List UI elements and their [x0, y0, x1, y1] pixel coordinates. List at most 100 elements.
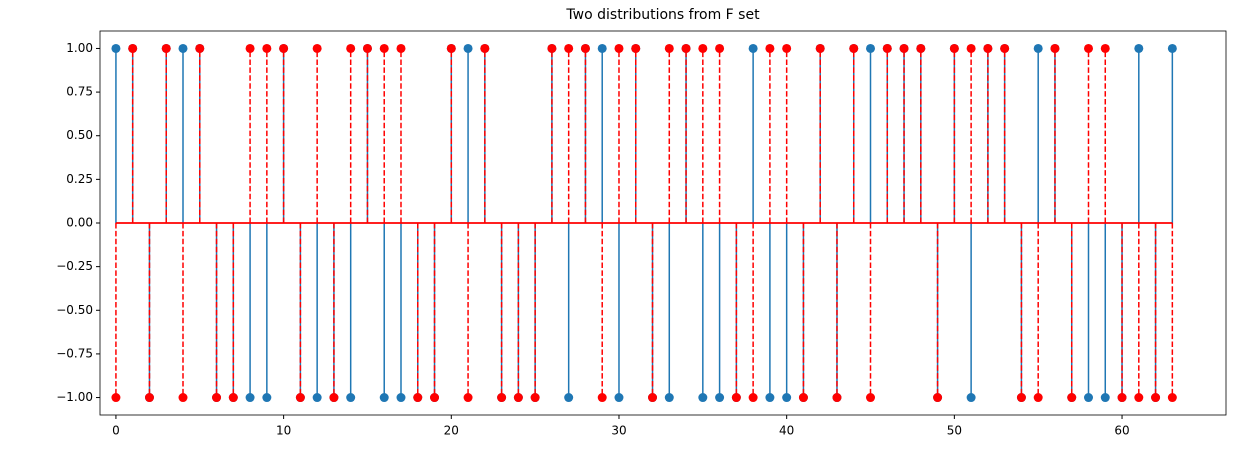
- stem-marker: [715, 43, 725, 53]
- stem-marker: [899, 43, 909, 53]
- stem-marker: [614, 393, 624, 403]
- stem-marker: [396, 43, 406, 53]
- stem-marker: [295, 393, 305, 403]
- x-tick-label: 30: [611, 424, 626, 438]
- x-tick-label: 50: [947, 424, 962, 438]
- stem-marker: [597, 393, 607, 403]
- x-tick-label: 40: [779, 424, 794, 438]
- stem-marker: [1134, 393, 1144, 403]
- stem-marker: [413, 393, 423, 403]
- stem-marker: [765, 43, 775, 53]
- stem-marker: [765, 393, 775, 403]
- stem-marker: [916, 43, 926, 53]
- stem-marker: [1167, 393, 1177, 403]
- stem-marker: [195, 43, 205, 53]
- stem-marker: [1016, 393, 1026, 403]
- stem-marker: [279, 43, 289, 53]
- stem-marker: [664, 43, 674, 53]
- stem-marker: [782, 43, 792, 53]
- stem-marker: [966, 393, 976, 403]
- stem-marker: [1050, 43, 1060, 53]
- stem-marker: [245, 43, 255, 53]
- stem-marker: [362, 43, 372, 53]
- stem-marker: [312, 393, 322, 403]
- stem-marker: [564, 393, 574, 403]
- y-tick-label: 0.25: [66, 172, 93, 186]
- stem-marker: [228, 393, 238, 403]
- stem-marker: [648, 393, 658, 403]
- y-tick-label: −1.00: [56, 390, 93, 404]
- stem-marker: [497, 393, 507, 403]
- stem-marker: [1167, 43, 1177, 53]
- stem-marker: [262, 393, 272, 403]
- stem-marker: [866, 393, 876, 403]
- y-tick-label: −0.25: [56, 259, 93, 273]
- chart-title: Two distributions from F set: [565, 7, 760, 23]
- stem-marker: [144, 393, 154, 403]
- stem-marker: [346, 43, 356, 53]
- stem-marker: [949, 43, 959, 53]
- stem-marker: [1067, 393, 1077, 403]
- stem-marker: [1151, 393, 1161, 403]
- x-tick-label: 10: [276, 424, 291, 438]
- stem-marker: [1033, 43, 1043, 53]
- y-tick-label: −0.50: [56, 303, 93, 317]
- y-tick-label: 0.00: [66, 216, 93, 230]
- stem-marker: [1083, 393, 1093, 403]
- stem-marker: [866, 43, 876, 53]
- stem-marker: [933, 393, 943, 403]
- stem-marker: [329, 393, 339, 403]
- y-tick-label: 1.00: [66, 41, 93, 55]
- stem-marker: [463, 393, 473, 403]
- stem-marker: [1117, 393, 1127, 403]
- stem-marker: [480, 43, 490, 53]
- x-tick-label: 60: [1114, 424, 1129, 438]
- stem-marker: [580, 43, 590, 53]
- stem-marker: [178, 43, 188, 53]
- stem-marker: [1000, 43, 1010, 53]
- stem-marker: [681, 43, 691, 53]
- stem-marker: [564, 43, 574, 53]
- stem-marker: [346, 393, 356, 403]
- x-tick-label: 0: [112, 424, 120, 438]
- stem-marker: [379, 43, 389, 53]
- plot-frame: [99, 30, 1227, 416]
- stem-marker: [128, 43, 138, 53]
- stem-marker: [715, 393, 725, 403]
- stem-marker: [463, 43, 473, 53]
- stem-marker: [614, 43, 624, 53]
- stem-marker: [748, 43, 758, 53]
- stem-marker: [513, 393, 523, 403]
- stem-marker: [983, 43, 993, 53]
- stem-marker: [161, 43, 171, 53]
- stem-marker: [212, 393, 222, 403]
- stem-marker: [966, 43, 976, 53]
- stem-marker: [1083, 43, 1093, 53]
- stem-marker: [631, 43, 641, 53]
- stem-marker: [111, 393, 121, 403]
- y-tick-label: −0.75: [56, 346, 93, 360]
- y-tick-label: 0.50: [66, 128, 93, 142]
- stem-marker: [530, 393, 540, 403]
- stem-marker: [1033, 393, 1043, 403]
- stem-marker: [446, 43, 456, 53]
- stem-marker: [782, 393, 792, 403]
- stem-marker: [1100, 393, 1110, 403]
- stem-marker: [245, 393, 255, 403]
- stem-marker: [1134, 43, 1144, 53]
- y-tick-label: 0.75: [66, 85, 93, 99]
- stem-marker: [815, 43, 825, 53]
- stem-marker: [597, 43, 607, 53]
- stem-marker: [178, 393, 188, 403]
- stem-marker: [798, 393, 808, 403]
- stem-marker: [849, 43, 859, 53]
- stem-marker: [396, 393, 406, 403]
- stem-marker: [748, 393, 758, 403]
- stem-marker: [262, 43, 272, 53]
- stem-marker: [1100, 43, 1110, 53]
- stem-marker: [379, 393, 389, 403]
- stem-marker: [111, 43, 121, 53]
- stem-marker: [547, 43, 557, 53]
- stem-marker: [664, 393, 674, 403]
